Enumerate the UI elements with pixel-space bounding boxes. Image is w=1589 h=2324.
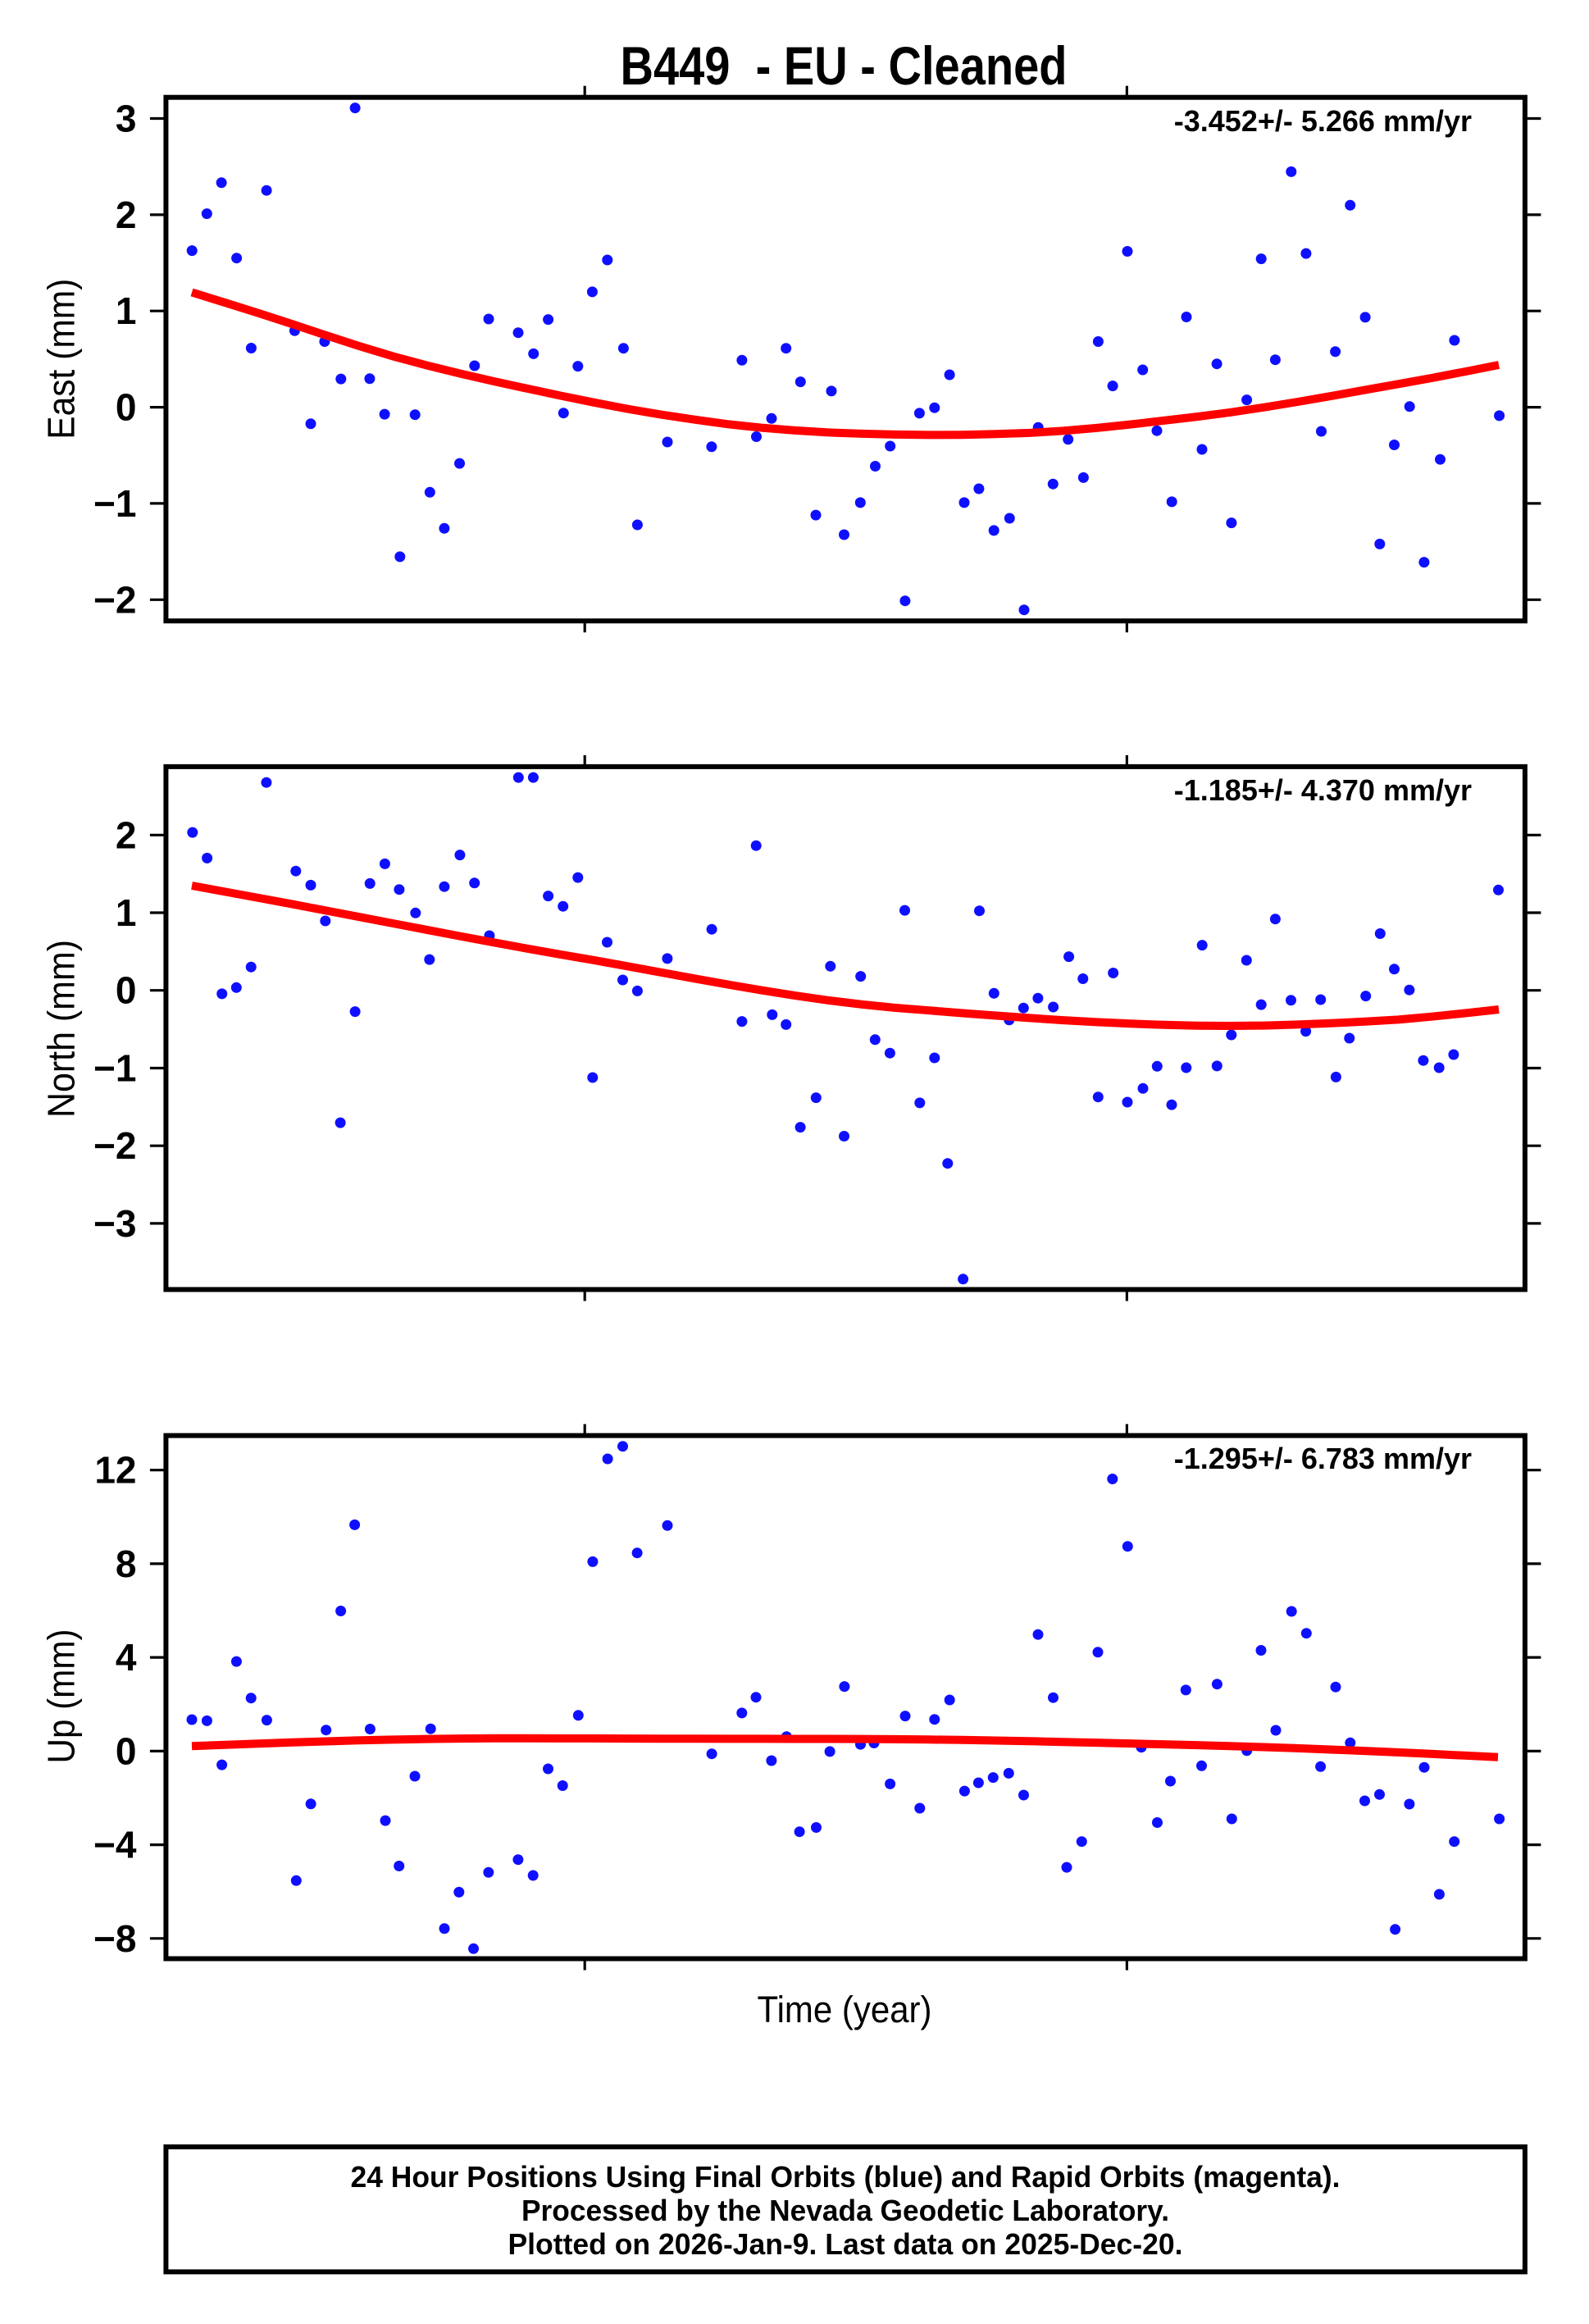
svg-text:−1: −1 [93, 482, 136, 525]
svg-text:1: 1 [116, 891, 137, 934]
svg-text:−8: −8 [93, 1917, 136, 1960]
svg-text:-3.452+/- 5.266 mm/yr: -3.452+/- 5.266 mm/yr [1174, 104, 1472, 138]
svg-text:-1.185+/- 4.370 mm/yr: -1.185+/- 4.370 mm/yr [1174, 773, 1472, 807]
svg-text:12: 12 [94, 1449, 136, 1492]
svg-text:−2: −2 [93, 578, 136, 621]
svg-text:8: 8 [116, 1542, 137, 1585]
svg-text:-1.295+/- 6.783 mm/yr: -1.295+/- 6.783 mm/yr [1174, 1442, 1472, 1475]
svg-text:North (mm): North (mm) [40, 940, 83, 1118]
svg-text:0: 0 [116, 1729, 137, 1772]
svg-text:4: 4 [116, 1636, 137, 1679]
svg-text:1: 1 [116, 289, 137, 332]
svg-text:B449 - EU - Cleaned: B449 - EU - Cleaned [621, 35, 1068, 96]
svg-text:−3: −3 [93, 1202, 136, 1245]
svg-text:East (mm): East (mm) [40, 279, 83, 440]
svg-text:0: 0 [116, 386, 137, 429]
svg-text:Up (mm): Up (mm) [40, 1629, 83, 1764]
svg-text:Time (year): Time (year) [758, 1989, 932, 2030]
svg-text:24 Hour Positions Using Final: 24 Hour Positions Using Final Orbits (bl… [351, 2160, 1341, 2194]
svg-text:−1: −1 [93, 1047, 136, 1090]
svg-text:3: 3 [116, 98, 137, 140]
svg-text:0: 0 [116, 969, 137, 1012]
svg-text:−2: −2 [93, 1124, 136, 1167]
svg-text:2: 2 [116, 813, 137, 856]
svg-text:2: 2 [116, 194, 137, 236]
svg-text:Plotted on 2026-Jan-9. Last da: Plotted on 2026-Jan-9. Last data on 2025… [508, 2227, 1183, 2261]
svg-text:−4: −4 [93, 1824, 137, 1866]
svg-text:Processed by the Nevada Geodet: Processed by the Nevada Geodetic Laborat… [521, 2194, 1169, 2227]
